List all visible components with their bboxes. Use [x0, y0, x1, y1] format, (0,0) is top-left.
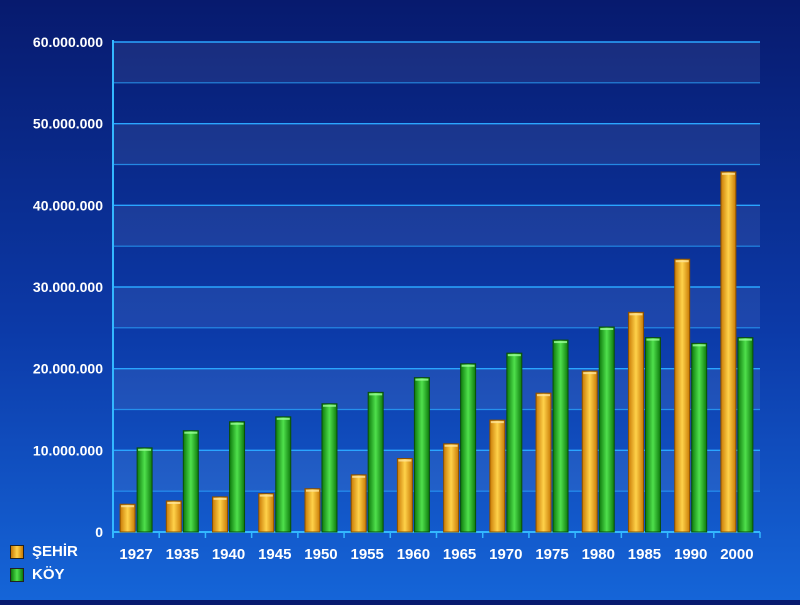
grid-band [113, 368, 760, 410]
bar-koy [737, 337, 754, 533]
bar-koy-cap [738, 338, 752, 341]
bar-sehir [304, 488, 321, 533]
y-tick-label: 20.000.000 [33, 361, 103, 377]
legend: ŞEHİR KÖY [10, 543, 78, 583]
x-tick-label: 1990 [674, 546, 707, 563]
grid-band [113, 450, 760, 492]
legend-label-koy: KÖY [32, 566, 65, 583]
y-tick-label: 30.000.000 [33, 279, 103, 295]
y-tick-label: 50.000.000 [33, 116, 103, 132]
x-tick-label: 1975 [535, 546, 568, 563]
x-tick-label: 1985 [628, 546, 661, 563]
bar-koy-cap [415, 378, 429, 381]
bar-koy [644, 337, 661, 533]
bar-sehir-cap [121, 505, 135, 508]
y-tick-label: 10.000.000 [33, 442, 103, 458]
x-tick-label: 1935 [166, 546, 199, 563]
bar-koy [598, 326, 615, 533]
grid-band [113, 287, 760, 328]
x-tick-label: 2000 [720, 546, 753, 563]
bar-sehir [674, 258, 691, 533]
bar-sehir-cap [444, 444, 458, 447]
x-tick-label: 1927 [119, 546, 152, 563]
bar-koy-cap [554, 341, 568, 344]
grid-band [113, 42, 760, 83]
bar-koy-cap [600, 328, 614, 331]
legend-item-sehir: ŞEHİR [10, 543, 78, 560]
x-tick-label: 1950 [304, 546, 337, 563]
bar-koy-cap [646, 338, 660, 341]
bar-sehir [396, 458, 413, 533]
bar-sehir-cap [537, 394, 551, 397]
bar-sehir [165, 500, 182, 533]
x-tick-label: 1980 [582, 546, 615, 563]
bar-sehir-cap [305, 489, 319, 492]
bar-koy [413, 377, 430, 533]
bar-koy [460, 363, 477, 533]
y-tick-label: 40.000.000 [33, 197, 103, 213]
bar-sehir [720, 171, 737, 533]
bar-koy-cap [369, 393, 383, 396]
bar-koy [136, 447, 153, 533]
bar-koy [275, 416, 292, 533]
x-tick-label: 1955 [350, 546, 383, 563]
bar-koy [506, 352, 523, 533]
bar-koy-cap [692, 344, 706, 347]
bar-sehir-cap [259, 494, 273, 497]
bar-sehir-cap [490, 421, 504, 424]
grid-band [113, 205, 760, 247]
legend-swatch-sehir [10, 544, 24, 559]
bar-koy [321, 403, 338, 533]
bar-sehir-cap [398, 459, 412, 462]
legend-swatch-koy [10, 567, 24, 582]
bar-koy [182, 430, 199, 533]
bar-sehir [119, 503, 136, 533]
x-tick-label: 1940 [212, 546, 245, 563]
bar-koy-cap [507, 354, 521, 357]
bar-sehir [258, 493, 275, 533]
x-tick-label: 1965 [443, 546, 476, 563]
bar-sehir [350, 474, 367, 533]
bar-sehir-cap [213, 497, 227, 500]
bar-sehir-cap [675, 260, 689, 263]
y-tick-label: 60.000.000 [33, 34, 103, 50]
bar-sehir [535, 392, 552, 533]
bar-koy [691, 342, 708, 533]
bar-sehir [581, 370, 598, 533]
x-tick-label: 1945 [258, 546, 291, 563]
bar-koy-cap [138, 448, 152, 451]
bar-koy [552, 339, 569, 533]
bar-koy-cap [461, 364, 475, 367]
y-tick-label: 0 [95, 524, 103, 540]
bar-sehir [212, 496, 229, 533]
bar-koy-cap [184, 431, 198, 434]
bar-koy [367, 391, 384, 533]
bar-sehir [489, 419, 506, 533]
bar-koy [229, 421, 246, 533]
bar-sehir-cap [352, 475, 366, 478]
bar-koy-cap [322, 404, 336, 407]
x-tick-label: 1960 [397, 546, 430, 563]
bar-koy-cap [276, 417, 290, 420]
x-tick-label: 1970 [489, 546, 522, 563]
legend-item-koy: KÖY [10, 566, 78, 583]
grid-band [113, 123, 760, 165]
bar-sehir [443, 443, 460, 533]
bar-sehir [627, 311, 644, 533]
bar-koy-cap [230, 422, 244, 425]
legend-label-sehir: ŞEHİR [32, 543, 78, 560]
bar-sehir-cap [629, 313, 643, 316]
bar-sehir-cap [167, 501, 181, 504]
bar-sehir-cap [721, 172, 735, 175]
bar-sehir-cap [583, 372, 597, 375]
